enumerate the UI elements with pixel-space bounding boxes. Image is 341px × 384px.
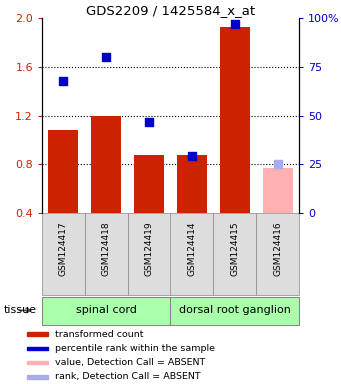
Title: GDS2209 / 1425584_x_at: GDS2209 / 1425584_x_at <box>86 4 255 17</box>
Bar <box>256 213 299 295</box>
Point <box>275 161 280 167</box>
Bar <box>220 26 250 213</box>
Text: spinal cord: spinal cord <box>76 305 137 315</box>
Bar <box>48 130 78 213</box>
Text: percentile rank within the sample: percentile rank within the sample <box>55 344 214 353</box>
Text: value, Detection Call = ABSENT: value, Detection Call = ABSENT <box>55 358 205 367</box>
Bar <box>170 213 213 295</box>
Bar <box>134 154 164 213</box>
Bar <box>27 333 48 336</box>
Text: GSM124418: GSM124418 <box>102 221 111 276</box>
Point <box>146 119 152 125</box>
Bar <box>91 116 121 213</box>
Bar <box>42 213 85 295</box>
Point <box>104 54 109 60</box>
Text: GSM124415: GSM124415 <box>230 221 239 276</box>
Bar <box>213 213 256 295</box>
Bar <box>27 347 48 350</box>
Bar <box>27 375 48 379</box>
Point <box>61 78 66 84</box>
Point <box>189 153 195 159</box>
Text: transformed count: transformed count <box>55 329 143 339</box>
Text: GSM124416: GSM124416 <box>273 221 282 276</box>
Text: dorsal root ganglion: dorsal root ganglion <box>179 305 291 315</box>
Bar <box>128 213 170 295</box>
Bar <box>263 168 293 213</box>
Point <box>232 21 237 27</box>
Bar <box>170 296 299 325</box>
Text: GSM124419: GSM124419 <box>145 221 153 276</box>
Text: rank, Detection Call = ABSENT: rank, Detection Call = ABSENT <box>55 372 200 381</box>
Bar <box>42 296 170 325</box>
Text: GSM124414: GSM124414 <box>188 221 196 276</box>
Bar <box>177 154 207 213</box>
Text: tissue: tissue <box>3 305 36 315</box>
Bar <box>85 213 128 295</box>
Bar <box>27 361 48 364</box>
Text: GSM124417: GSM124417 <box>59 221 68 276</box>
